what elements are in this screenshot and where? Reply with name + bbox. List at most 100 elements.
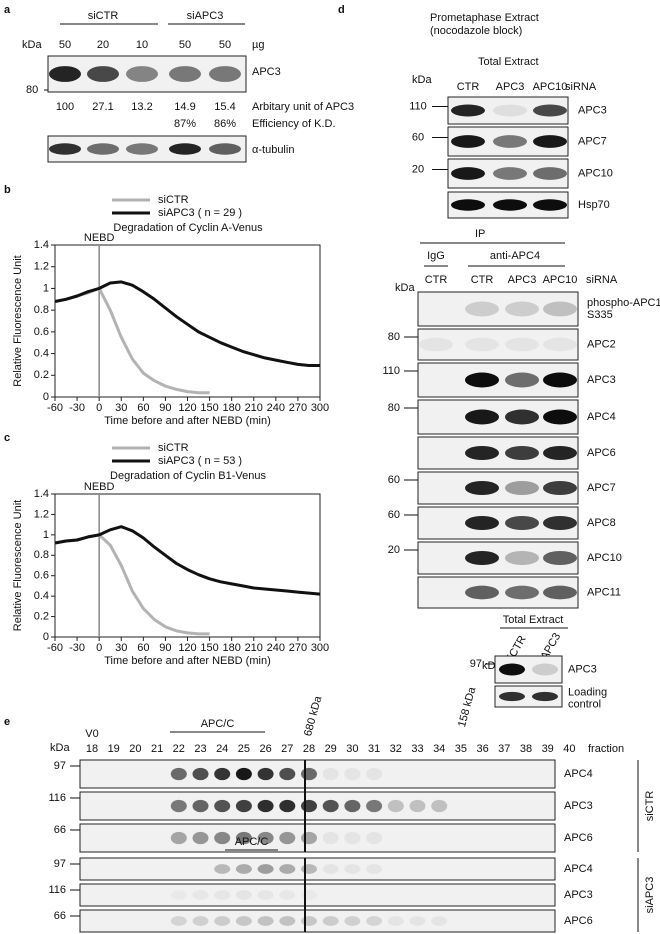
y-axis-label: Relative Fluorescence Unit — [12, 255, 24, 386]
label: 50 — [59, 39, 71, 51]
label: µg — [252, 39, 264, 51]
label: 13.2 — [131, 101, 152, 113]
label: 20 — [388, 544, 400, 556]
label: APC4 — [564, 768, 593, 780]
band — [493, 167, 527, 180]
band — [126, 143, 158, 155]
band — [322, 767, 339, 781]
label: Total Extract — [478, 56, 539, 68]
fraction-label: 23 — [194, 743, 206, 755]
y-tick-label: 1 — [43, 529, 49, 541]
blot — [79, 791, 556, 821]
band — [543, 337, 577, 352]
group-label: siAPC3 — [644, 877, 656, 914]
band — [543, 480, 577, 496]
annotation: NEBD — [84, 232, 115, 244]
band — [465, 480, 499, 496]
label: anti-APC4 — [490, 250, 540, 262]
label: S335 — [587, 309, 613, 321]
band — [209, 143, 241, 155]
label: 158 kDa — [456, 685, 478, 729]
label: APC/C — [201, 718, 235, 730]
x-tick-label: -30 — [69, 402, 85, 414]
band — [279, 916, 296, 926]
series-line — [54, 286, 210, 395]
band — [322, 799, 339, 813]
y-tick-label: 0.8 — [34, 304, 49, 316]
label: control — [568, 698, 601, 710]
label: 116 — [48, 792, 66, 804]
label: e — [4, 716, 10, 728]
label: 86% — [214, 118, 236, 130]
band — [301, 916, 317, 926]
band — [214, 831, 231, 845]
label: APC3 — [578, 104, 607, 116]
label: siAPC3 — [187, 10, 224, 22]
band — [170, 831, 187, 845]
label: 97 — [54, 760, 66, 772]
band — [192, 767, 209, 781]
y-tick-label: 1.2 — [34, 261, 49, 273]
band — [322, 916, 339, 926]
band — [465, 301, 499, 317]
label: 66 — [54, 824, 66, 836]
band — [235, 799, 252, 813]
fraction-label: 18 — [86, 743, 98, 755]
label: 97 — [54, 858, 66, 870]
band — [533, 199, 567, 211]
chart-title: Degradation of Cyclin B1-Venus — [110, 470, 266, 482]
band — [257, 864, 274, 874]
y-tick-label: 0.4 — [34, 347, 49, 359]
band — [451, 167, 485, 180]
band — [257, 767, 274, 781]
label: fraction — [588, 743, 624, 755]
y-tick-label: 0.2 — [34, 610, 49, 622]
x-tick-label: 210 — [245, 642, 263, 654]
band — [543, 585, 577, 600]
x-tick-label: 90 — [159, 642, 171, 654]
label: APC3 — [587, 374, 616, 386]
band — [344, 767, 361, 781]
label: APC3 — [508, 274, 537, 286]
fraction-label: 24 — [216, 743, 228, 755]
band — [451, 135, 485, 148]
label: APC6 — [564, 915, 593, 927]
label: 110 — [382, 365, 400, 377]
y-axis-label: Relative Fluorescence Unit — [12, 500, 24, 631]
label: Prometaphase Extract — [430, 12, 539, 24]
label: APC3 — [564, 800, 593, 812]
annotation: NEBD — [84, 481, 115, 493]
band — [387, 916, 404, 926]
band — [192, 799, 209, 813]
plot-frame — [54, 244, 321, 398]
band — [235, 864, 252, 874]
label: APC10 — [533, 81, 568, 93]
band — [87, 143, 119, 155]
band — [505, 337, 539, 352]
label: Total Extract — [503, 614, 564, 626]
fraction-label: 20 — [129, 743, 141, 755]
label: APC3 — [568, 663, 597, 675]
label: APC10 — [543, 274, 578, 286]
band — [543, 301, 577, 317]
label: 60 — [388, 509, 400, 521]
x-tick-label: 120 — [178, 402, 196, 414]
band — [322, 831, 339, 845]
legend-label: siCTR — [158, 442, 189, 454]
fraction-label: 33 — [411, 743, 423, 755]
x-tick-label: 240 — [267, 642, 285, 654]
blot — [79, 857, 556, 881]
y-tick-label: 0 — [43, 391, 49, 403]
x-tick-label: 120 — [178, 642, 196, 654]
x-tick-label: 60 — [137, 642, 149, 654]
fraction-label: 21 — [151, 743, 163, 755]
band — [431, 799, 448, 813]
band — [532, 663, 558, 676]
x-tick-label: 150 — [200, 642, 218, 654]
label: 10 — [136, 39, 148, 51]
label: phospho-APC1 — [587, 297, 660, 309]
blot — [79, 823, 556, 853]
chart-title: Degradation of Cyclin A-Venus — [113, 222, 263, 234]
label: APC2 — [587, 338, 616, 350]
